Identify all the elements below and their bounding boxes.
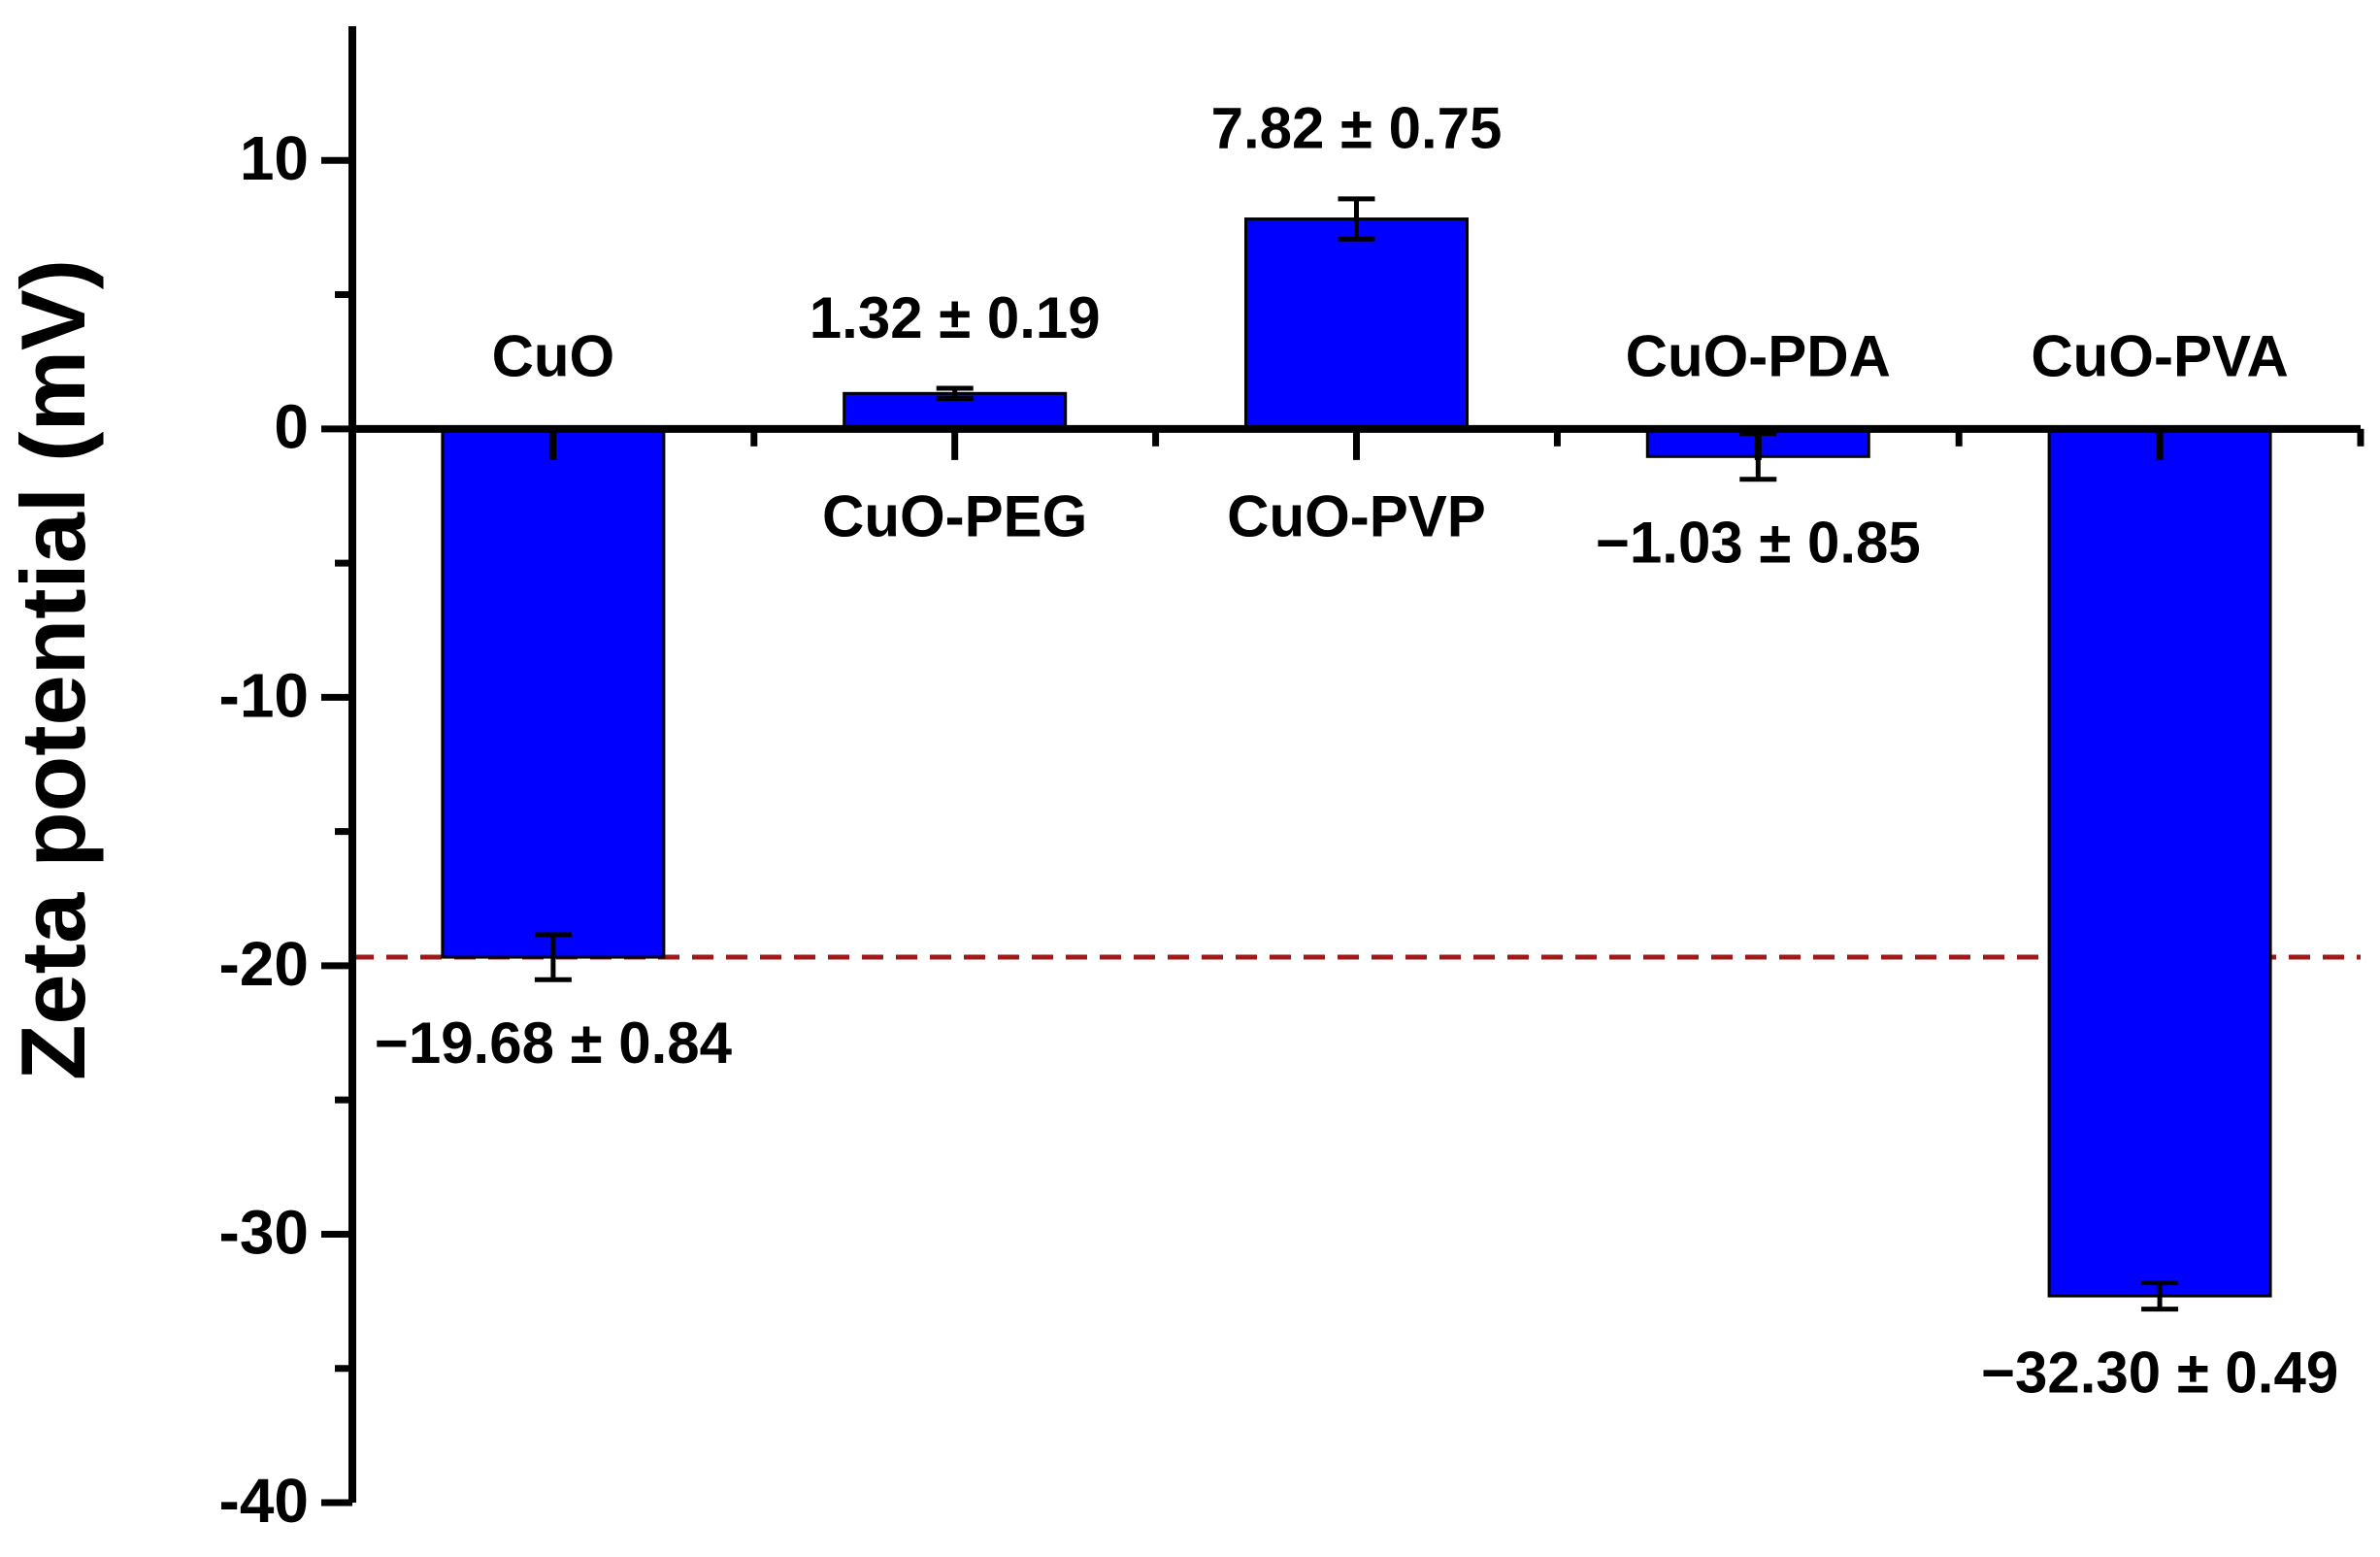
category-label: CuO bbox=[492, 324, 615, 389]
y-tick-label: 0 bbox=[274, 392, 309, 462]
value-label: −19.68 ± 0.84 bbox=[375, 1010, 733, 1076]
error-bar bbox=[1338, 196, 1375, 242]
value-label: −1.03 ± 0.85 bbox=[1596, 511, 1921, 576]
value-label: 7.82 ± 0.75 bbox=[1211, 96, 1503, 161]
y-tick-label: -40 bbox=[219, 1466, 310, 1536]
error-bar bbox=[936, 385, 974, 402]
category-label: CuO-PDA bbox=[1626, 324, 1891, 389]
category-label: CuO-PVA bbox=[2031, 324, 2289, 389]
y-tick-label: -10 bbox=[219, 660, 310, 730]
value-label: −32.30 ± 0.49 bbox=[1981, 1340, 2338, 1405]
y-tick-label: -20 bbox=[219, 929, 310, 999]
y-tick-label: 10 bbox=[240, 123, 309, 193]
category-label: CuO-PEG bbox=[822, 484, 1087, 549]
y-axis-title: Zeta potential (mV) bbox=[2, 259, 104, 1080]
bar bbox=[1244, 217, 1469, 431]
error-bar bbox=[2141, 1280, 2179, 1312]
error-bar bbox=[534, 932, 572, 982]
category-label: CuO-PVP bbox=[1227, 484, 1486, 549]
value-label: 1.32 ± 0.19 bbox=[810, 285, 1101, 350]
bar bbox=[2047, 427, 2272, 1298]
bar bbox=[441, 427, 666, 959]
y-tick-label: -30 bbox=[219, 1197, 310, 1267]
